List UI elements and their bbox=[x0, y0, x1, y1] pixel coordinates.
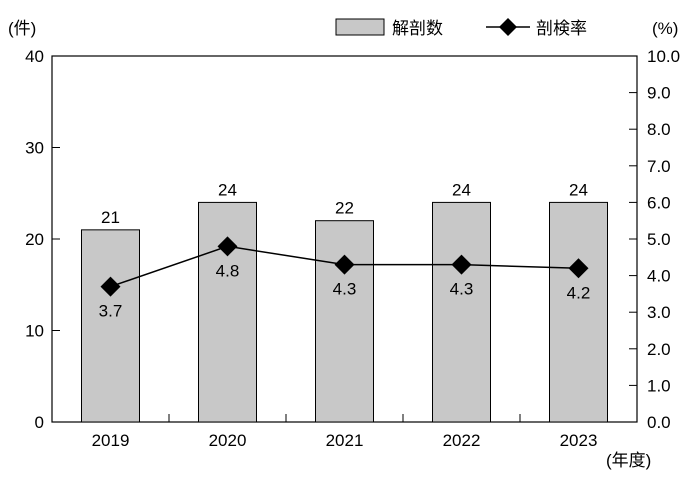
right-tick-label: 3.0 bbox=[647, 303, 671, 322]
right-tick-label: 0.0 bbox=[647, 413, 671, 432]
left-tick-label: 30 bbox=[25, 139, 44, 158]
right-tick-label: 10.0 bbox=[647, 47, 680, 66]
bar-value-label: 24 bbox=[218, 180, 237, 199]
rate-marker-2019 bbox=[100, 276, 121, 297]
x-axis-ticks: 2019 2020 2021 2022 2023 bbox=[92, 414, 598, 450]
bar-2021 bbox=[315, 220, 374, 423]
left-tick-label: 10 bbox=[25, 322, 44, 341]
x-tick-label: 2023 bbox=[560, 431, 598, 450]
rate-value-label: 4.3 bbox=[333, 280, 357, 299]
bar-2019 bbox=[81, 229, 140, 423]
right-tick-label: 5.0 bbox=[647, 230, 671, 249]
rate-value-label: 4.2 bbox=[567, 283, 591, 302]
legend: 解剖数 剖検率 bbox=[335, 18, 587, 38]
left-tick-label: 40 bbox=[25, 47, 44, 66]
x-axis-unit-label: (年度) bbox=[606, 451, 651, 470]
rate-marker-2023 bbox=[568, 258, 589, 279]
right-tick-label: 8.0 bbox=[647, 120, 671, 139]
right-tick-label: 9.0 bbox=[647, 84, 671, 103]
rate-marker-2021 bbox=[334, 254, 355, 275]
right-tick-label: 7.0 bbox=[647, 157, 671, 176]
bar-value-label: 22 bbox=[335, 199, 354, 218]
left-axis-ticks: 0 10 20 30 40 bbox=[25, 47, 60, 432]
x-tick-label: 2022 bbox=[443, 431, 481, 450]
bar-2020 bbox=[198, 201, 257, 423]
left-axis-unit-label: (件) bbox=[8, 19, 36, 38]
rate-value-label: 4.8 bbox=[216, 261, 240, 280]
legend-bar-label: 解剖数 bbox=[392, 19, 443, 38]
bars-group: 21 24 22 24 24 bbox=[81, 180, 608, 423]
rate-value-label: 3.7 bbox=[99, 302, 123, 321]
x-tick-label: 2021 bbox=[326, 431, 364, 450]
legend-bar-swatch bbox=[335, 18, 385, 36]
rate-marker-2020 bbox=[217, 236, 238, 257]
right-tick-label: 2.0 bbox=[647, 340, 671, 359]
legend-line-label: 剖検率 bbox=[536, 19, 587, 38]
legend-diamond-marker bbox=[499, 18, 517, 36]
right-axis-unit-label: (%) bbox=[652, 19, 678, 38]
right-tick-label: 1.0 bbox=[647, 376, 671, 395]
bar-2023 bbox=[549, 201, 608, 423]
x-tick-label: 2020 bbox=[209, 431, 247, 450]
bar-value-label: 21 bbox=[101, 208, 120, 227]
x-tick-label: 2019 bbox=[92, 431, 130, 450]
rate-marker-2022 bbox=[451, 254, 472, 275]
left-tick-label: 20 bbox=[25, 230, 44, 249]
bar-value-label: 24 bbox=[452, 180, 471, 199]
right-tick-label: 4.0 bbox=[647, 267, 671, 286]
line-series-group: 3.7 4.8 4.3 4.3 4.2 bbox=[99, 236, 591, 321]
rate-value-label: 4.3 bbox=[450, 280, 474, 299]
bar-value-label: 24 bbox=[569, 180, 588, 199]
left-tick-label: 0 bbox=[35, 413, 44, 432]
right-axis-ticks: 0.0 1.0 2.0 3.0 4.0 5.0 6.0 7.0 8.0 9.0 10.0 bbox=[629, 47, 680, 432]
bar-2022 bbox=[432, 201, 491, 423]
right-tick-label: 6.0 bbox=[647, 193, 671, 212]
